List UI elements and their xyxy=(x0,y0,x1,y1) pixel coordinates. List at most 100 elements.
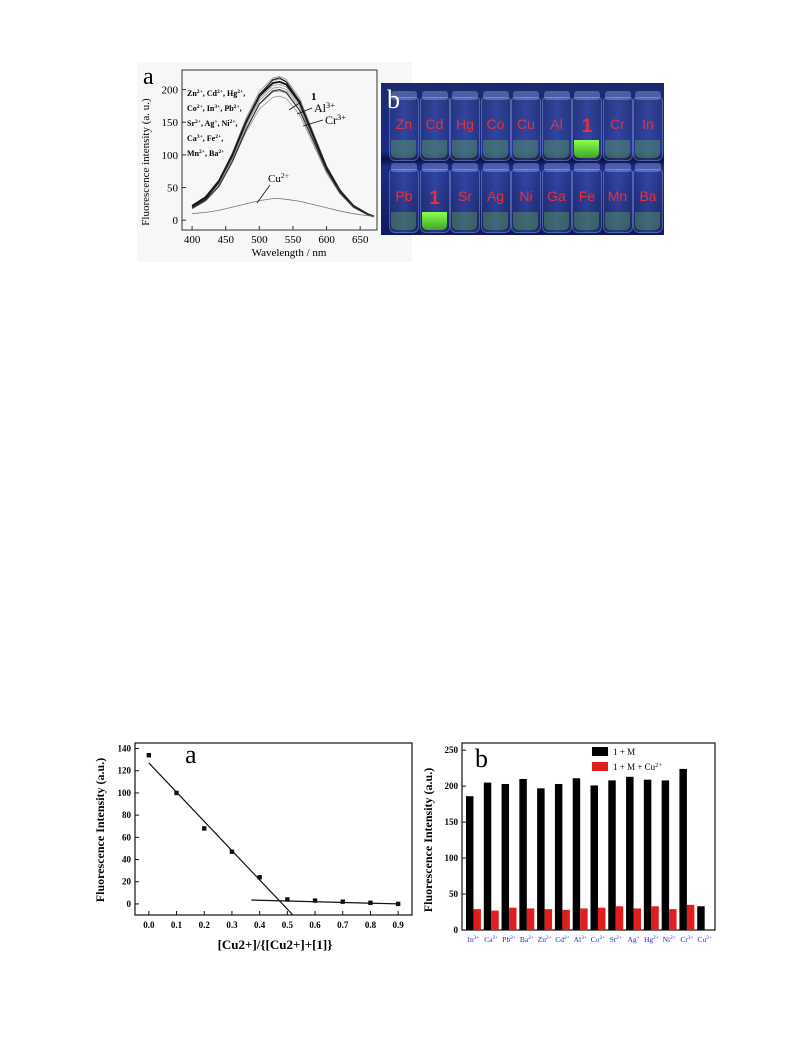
data-point xyxy=(395,901,401,907)
vial-solution xyxy=(513,140,538,158)
x-tick-label: 0.4 xyxy=(254,920,266,930)
spectrum-line-cu2 xyxy=(192,198,374,217)
vial-solution xyxy=(574,212,599,230)
y-tick-label: 100 xyxy=(118,788,132,798)
x-tick-label: 0.5 xyxy=(282,920,294,930)
vial-cap xyxy=(482,163,509,172)
legend-text: Mn2+, Ba2+ xyxy=(187,149,224,158)
x-tick-label: 400 xyxy=(184,234,201,246)
bar-1-plus-m-plus-cu xyxy=(651,906,659,930)
x-category-label: Cr3+ xyxy=(680,935,693,944)
emission-spectra-chart: 400 450 500 550 600 650 0 50 100 150 200 250 Zn2+, C… xyxy=(137,62,412,262)
y-tick-label: 50 xyxy=(449,889,459,899)
bar-1-plus-m xyxy=(483,782,492,930)
vial-cap xyxy=(452,91,478,100)
x-category-label: Ag+ xyxy=(627,935,639,944)
x-category-label: Zn2+ xyxy=(538,935,552,944)
vial-label: 1 xyxy=(581,116,593,137)
vial-solution xyxy=(452,212,477,230)
vial-label: Al xyxy=(550,116,563,132)
vial-cap xyxy=(543,91,570,100)
spectrum-line-al3 xyxy=(191,77,374,217)
vial-cap xyxy=(513,91,539,100)
bar-1-plus-m xyxy=(661,780,670,930)
panel-label-b: b xyxy=(387,85,400,114)
spectrum-line-cr3 xyxy=(191,88,374,218)
vial: Mn xyxy=(602,163,633,233)
y-tick-label: 140 xyxy=(118,744,132,754)
vial-cap xyxy=(635,163,661,172)
vial-cap xyxy=(574,91,600,100)
x-category-label: Cu2+ xyxy=(698,935,712,944)
vial-solution xyxy=(543,140,569,158)
bar-1-plus-m-plus-cu xyxy=(597,907,606,930)
vial-cap xyxy=(635,91,661,100)
legend-text: Ca3+, Fe2+, xyxy=(187,134,223,143)
fit-line-decreasing xyxy=(148,762,294,916)
vial-cap xyxy=(421,163,448,172)
vial-cap xyxy=(391,91,417,100)
selectivity-bar-chart: 0 50 100 150 200 250 In3+ Ca2+ Pb2+ Ba2+ Zn2+ Cd2+ A… xyxy=(421,742,716,944)
data-point xyxy=(146,753,152,758)
chart-background xyxy=(137,62,412,262)
plot-frame xyxy=(461,742,716,931)
vial-solution xyxy=(391,212,416,230)
vial-cap xyxy=(604,163,631,172)
vial-label: Co xyxy=(486,116,505,132)
x-category-label: Co2+ xyxy=(591,935,605,944)
vial-label: Mn xyxy=(607,188,628,204)
vial: Cu xyxy=(511,91,541,161)
vial-solution xyxy=(482,140,508,158)
vial-cap xyxy=(391,163,417,172)
vial-cap xyxy=(452,163,478,172)
y-tick-label: 100 xyxy=(445,853,459,863)
x-axis-label: Wavelength / nm xyxy=(252,247,327,259)
vial: Zn xyxy=(389,91,419,161)
x-tick-label: 600 xyxy=(318,234,335,246)
bar-1-plus-m-plus-cu xyxy=(526,908,535,930)
data-point xyxy=(257,875,262,880)
legend-swatch xyxy=(592,762,608,771)
vial: In xyxy=(633,91,663,161)
vial: Ga xyxy=(541,163,572,233)
vial-cap xyxy=(574,163,600,172)
data-point xyxy=(340,899,345,904)
x-category-label: Sr2+ xyxy=(610,935,622,944)
y-tick-label: 250 xyxy=(162,62,179,64)
vial-solution xyxy=(513,212,538,230)
vial-label: Cd xyxy=(425,116,444,132)
bar-1-plus-m-plus-cu xyxy=(686,904,695,930)
y-tick-label: 0 xyxy=(454,925,459,935)
x-tick-label: 450 xyxy=(217,234,234,246)
bar-1-plus-m xyxy=(519,778,527,930)
vial: Co xyxy=(480,91,511,161)
x-tick-label: 0.1 xyxy=(171,920,183,930)
vial-cap xyxy=(543,163,570,172)
annotation-ligand: 1 xyxy=(311,91,317,103)
vial-label: Ag xyxy=(486,188,505,204)
y-tick-label: 0 xyxy=(173,215,179,227)
vial: Fe xyxy=(572,163,602,233)
data-point xyxy=(229,849,235,854)
vial: Ba xyxy=(633,163,663,233)
x-tick-label: 0.0 xyxy=(143,920,155,930)
vial-solution xyxy=(391,140,416,158)
x-category-label: Hg2+ xyxy=(644,935,659,944)
bar-1-plus-m-plus-cu xyxy=(473,909,481,930)
y-tick-label: 200 xyxy=(162,85,179,97)
vial-solution xyxy=(635,212,660,230)
y-tick-label: 0 xyxy=(127,899,132,909)
bar-1-plus-m xyxy=(697,906,705,930)
bar-1-plus-m-plus-cu xyxy=(544,909,553,930)
bar-1-plus-m xyxy=(608,780,616,930)
vial-label: 1 xyxy=(429,188,440,209)
vial-label: In xyxy=(642,116,654,132)
x-tick-label: 650 xyxy=(352,234,369,246)
vial-solution xyxy=(421,212,447,230)
vial-label: Ba xyxy=(639,188,657,204)
legend-label: 1 + M + Cu2+ xyxy=(613,762,662,773)
x-tick-label: 0.3 xyxy=(226,920,238,930)
vial-solution xyxy=(452,140,477,158)
x-tick-label: 550 xyxy=(285,234,302,246)
annotation-arrow xyxy=(296,107,313,115)
